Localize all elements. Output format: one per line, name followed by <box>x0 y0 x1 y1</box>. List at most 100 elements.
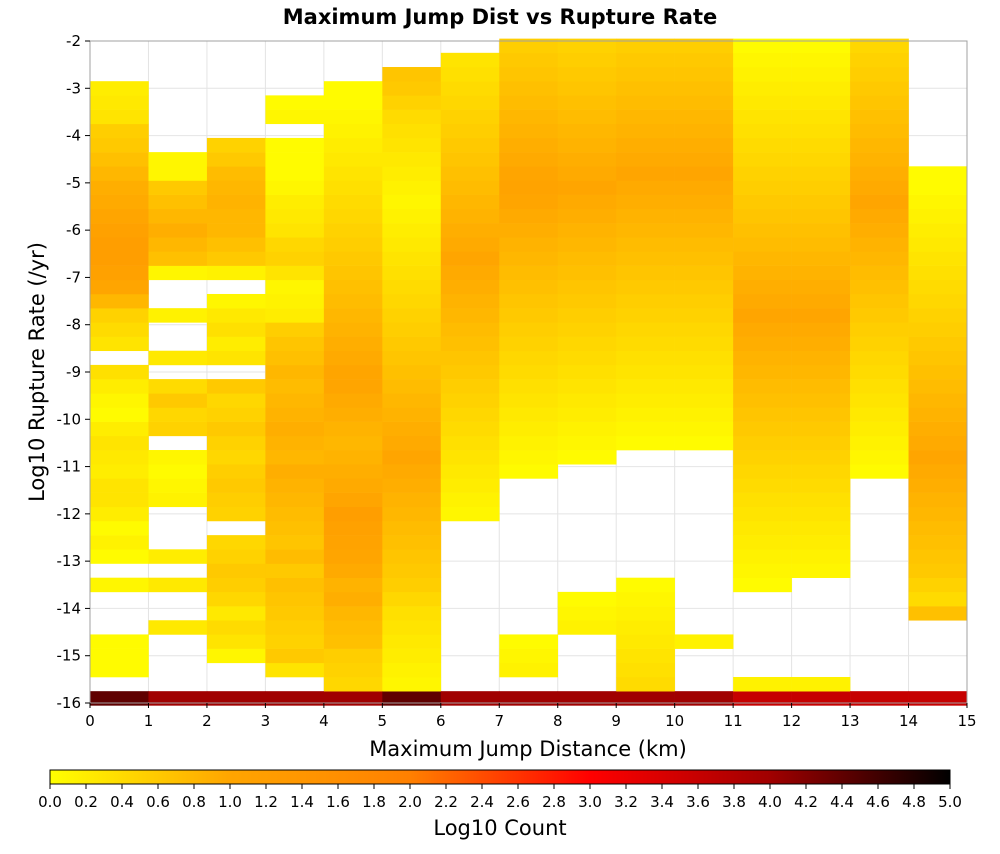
heatmap-cell <box>616 606 675 621</box>
heatmap-cell <box>440 407 500 422</box>
heatmap-cell <box>323 393 383 408</box>
heatmap-cell <box>733 577 792 593</box>
heatmap-cell <box>90 535 149 550</box>
heatmap-cell <box>440 237 500 252</box>
heatmap-cell <box>733 563 792 578</box>
heatmap-cell <box>557 152 617 167</box>
heatmap-cell <box>908 520 968 536</box>
heatmap-cell <box>206 577 266 593</box>
heatmap-cell <box>148 166 208 181</box>
colorbar-tick-label: 1.8 <box>362 793 386 811</box>
heatmap-cell <box>148 549 208 564</box>
heatmap-cell <box>616 435 675 451</box>
heatmap-cell <box>850 223 909 238</box>
heatmap-cell <box>265 194 325 210</box>
y-tick-label: -5 <box>66 174 81 192</box>
heatmap-cell <box>265 364 325 380</box>
x-tick-label: 7 <box>494 712 504 730</box>
heatmap-cell <box>440 109 500 125</box>
heatmap-cell <box>90 520 149 536</box>
colorbar-tick-label: 4.0 <box>758 793 782 811</box>
heatmap-cell <box>557 691 617 706</box>
heatmap-cell <box>265 492 325 508</box>
x-tick-label: 0 <box>85 712 95 730</box>
x-axis-ticks: 0 1 2 3 4 5 6 7 8 9 10 11 12 13 14 15 <box>85 703 977 730</box>
colorbar-tick-label: 2.8 <box>542 793 566 811</box>
heatmap-cell <box>557 336 617 352</box>
heatmap-cell <box>674 95 734 110</box>
y-tick-label: -11 <box>57 458 82 476</box>
heatmap-cell <box>733 95 792 110</box>
heatmap-cell <box>382 520 442 536</box>
heatmap-cell <box>499 421 559 437</box>
heatmap-cell <box>148 464 208 479</box>
heatmap-cell <box>440 251 500 266</box>
colorbar-tick-label: 0.6 <box>146 793 170 811</box>
heatmap-cell <box>850 379 909 394</box>
heatmap-cell <box>90 336 149 352</box>
heatmap-cell <box>674 293 734 309</box>
heatmap-cell <box>850 166 909 181</box>
heatmap-cell <box>616 691 675 706</box>
y-tick-label: -16 <box>57 694 82 712</box>
heatmap-cell <box>265 662 325 678</box>
heatmap-cell <box>382 506 442 522</box>
heatmap-cell <box>323 691 383 706</box>
heatmap-cell <box>206 492 266 508</box>
heatmap-cell <box>90 691 149 706</box>
heatmap-cell <box>265 379 325 394</box>
heatmap-cell <box>206 549 266 564</box>
heatmap-cell <box>616 81 675 96</box>
heatmap-cell <box>265 606 325 621</box>
x-tick-label: 5 <box>378 712 388 730</box>
heatmap-cell <box>850 336 909 352</box>
heatmap-cell <box>674 166 734 181</box>
heatmap-cell <box>323 279 383 295</box>
heatmap-cell <box>908 691 968 706</box>
heatmap-cell <box>440 194 500 210</box>
heatmap-cell <box>382 364 442 380</box>
heatmap-cell <box>616 662 675 678</box>
heatmap-cell <box>791 350 851 366</box>
heatmap-cell <box>90 180 149 195</box>
heatmap-cell <box>382 535 442 550</box>
heatmap-cell <box>791 180 851 195</box>
heatmap-cell <box>557 322 617 337</box>
heatmap-cell <box>206 194 266 210</box>
heatmap-cell <box>148 152 208 167</box>
heatmap-cell <box>440 308 500 323</box>
heatmap-cell <box>148 407 208 422</box>
heatmap-cell <box>733 350 792 366</box>
heatmap-cell <box>382 223 442 238</box>
heatmap-cell <box>674 152 734 167</box>
heatmap-cell <box>850 180 909 195</box>
heatmap-cell <box>791 279 851 295</box>
heatmap-cell <box>90 364 149 380</box>
heatmap-cell <box>382 194 442 210</box>
heatmap-cell <box>499 464 559 479</box>
heatmap-cell <box>499 648 559 664</box>
heatmap-cell <box>733 506 792 522</box>
heatmap-cell <box>557 137 617 153</box>
heatmap-cell <box>850 421 909 437</box>
heatmap-cell <box>323 648 383 664</box>
heatmap-cell <box>440 322 500 337</box>
heatmap-cell <box>674 265 734 281</box>
heatmap-cell <box>265 549 325 564</box>
heatmap-cell <box>206 237 266 252</box>
heatmap-cell <box>908 364 968 380</box>
heatmap-cell <box>90 166 149 181</box>
heatmap-cell <box>265 308 325 323</box>
colorbar-tick-label: 3.0 <box>578 793 602 811</box>
heatmap-cell <box>382 293 442 309</box>
heatmap-cell <box>90 237 149 252</box>
heatmap-cell <box>440 95 500 110</box>
heatmap-cell <box>323 237 383 252</box>
heatmap-cell <box>908 379 968 394</box>
heatmap-cell <box>908 279 968 295</box>
heatmap-cell <box>206 691 266 706</box>
heatmap-cell <box>908 308 968 323</box>
heatmap-cell <box>382 152 442 167</box>
heatmap-cell <box>850 152 909 167</box>
heatmap-cell <box>791 95 851 110</box>
